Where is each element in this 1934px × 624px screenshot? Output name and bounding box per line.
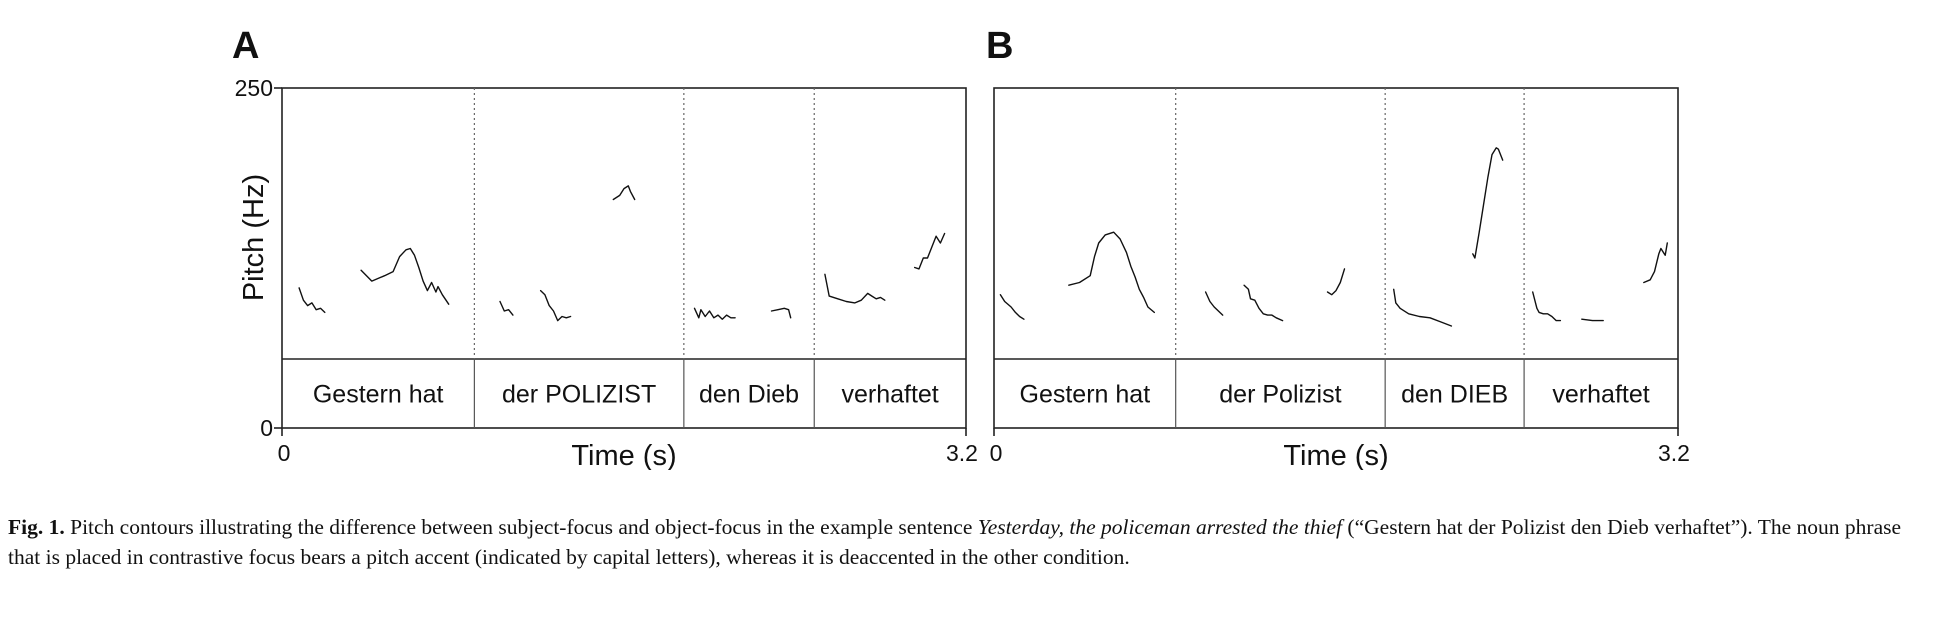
panel-b: B Gestern hat der Polizist den DIEB verhafte… <box>986 25 1690 470</box>
plot-frame-a <box>281 87 967 429</box>
word-label-b: der Polizist <box>1219 381 1341 409</box>
word-label-a: den Dieb <box>699 381 799 409</box>
pitch-contour-segment-a <box>914 232 946 270</box>
x-tick-label-b: 3.2 <box>1658 440 1690 466</box>
y-tick-label-a: 250 <box>235 75 273 101</box>
x-axis-title-b: Time (s) <box>1283 440 1388 470</box>
word-label-a: verhaftet <box>841 381 938 409</box>
pitch-contour-segment-b <box>999 294 1025 320</box>
pitch-contour-segment-b <box>1243 284 1284 322</box>
pitch-contour-segment-a <box>360 247 450 305</box>
caption-italic-sentence: Yesterday, the policeman arrested the th… <box>977 515 1343 539</box>
word-label-a: der POLIZIST <box>502 381 656 409</box>
panel-a: A Gestern hat der POLIZIST den Dieb verhafte… <box>232 25 978 470</box>
pitch-contour-segment-b <box>1326 268 1346 296</box>
pitch-contour-segment-a <box>612 185 636 201</box>
y-tick-label-a: 0 <box>260 415 273 441</box>
pitch-contour-segment-a <box>824 273 886 304</box>
x-axis-title-a: Time (s) <box>571 440 676 470</box>
word-label-b: verhaftet <box>1552 381 1649 409</box>
word-label-b: Gestern hat <box>1020 381 1151 409</box>
pitch-contour-segment-b <box>1532 291 1562 322</box>
pitch-contour-segment-b <box>1204 291 1224 316</box>
pitch-contour-segment-b <box>1472 147 1504 259</box>
caption-label: Fig. 1. <box>8 515 65 539</box>
pitch-contour-segment-a <box>499 300 514 316</box>
panel-letter-a: A <box>232 25 259 67</box>
y-axis-title-a: Pitch (Hz) <box>238 174 270 301</box>
x-tick-label-a: 0 <box>278 440 291 466</box>
caption-text-after: (“Gestern hat der Polizist den Dieb verh… <box>8 515 1902 569</box>
pitch-contour-segment-b <box>1581 318 1604 322</box>
word-label-b: den DIEB <box>1401 381 1508 409</box>
pitch-contour-segment-b <box>1643 242 1668 284</box>
x-tick-label-a: 3.2 <box>946 440 978 466</box>
panel-letter-b: B <box>986 25 1013 67</box>
pitch-contour-figure: A Gestern hat der POLIZIST den Dieb verhafte… <box>232 25 1690 470</box>
x-tick-label-b: 0 <box>990 440 1003 466</box>
pitch-contour-segment-b <box>1393 288 1453 327</box>
plot-frame-b <box>993 87 1679 429</box>
pitch-contour-segment-a <box>770 307 792 319</box>
word-label-a: Gestern hat <box>313 381 444 409</box>
caption-text-before: Pitch contours illustrating the differen… <box>64 515 978 539</box>
figure-caption: Fig. 1. Pitch contours illustrating the … <box>8 512 1924 572</box>
pitch-contour-segment-a <box>539 289 572 322</box>
pitch-contour-segment-b <box>1068 231 1155 314</box>
pitch-contour-segment-a <box>693 307 736 320</box>
pitch-contour-segment-a <box>298 287 326 314</box>
